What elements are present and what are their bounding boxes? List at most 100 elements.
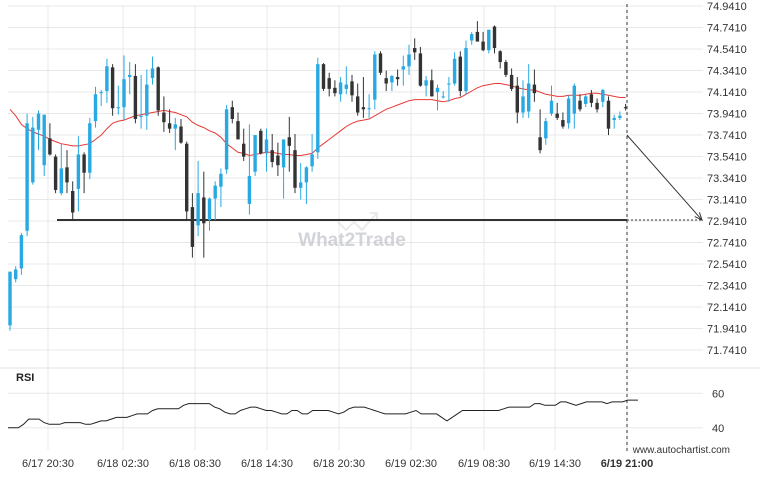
candle	[242, 128, 246, 161]
candle	[71, 181, 75, 221]
candle	[578, 94, 582, 112]
candle-body	[487, 29, 491, 51]
candle	[53, 154, 58, 194]
candle-body	[458, 56, 462, 92]
candle-body	[8, 271, 12, 326]
candle-body	[606, 100, 611, 129]
candle	[373, 51, 377, 110]
candle-body	[65, 167, 69, 183]
candle-body	[418, 53, 423, 86]
candle	[401, 55, 405, 86]
candle	[253, 135, 257, 176]
candle	[65, 150, 69, 194]
candle	[185, 141, 189, 221]
projection-arrow-head	[694, 212, 703, 221]
candle	[207, 197, 212, 231]
candle-body	[53, 156, 58, 190]
candle-body	[36, 113, 41, 130]
price-tick-label: 73.7410	[707, 130, 747, 142]
watermark: What2Trade	[298, 212, 406, 251]
footer-credit: www.autochartist.com	[632, 445, 730, 456]
candle	[378, 51, 383, 75]
candle	[122, 55, 126, 121]
candle	[447, 77, 451, 102]
candle	[532, 69, 537, 102]
candle	[407, 44, 411, 75]
candle	[555, 102, 559, 121]
candle	[19, 232, 24, 275]
candle-body	[435, 87, 440, 93]
candle-body	[572, 85, 576, 114]
candle	[333, 80, 337, 97]
candle	[458, 51, 462, 97]
candle	[612, 114, 616, 129]
candle	[424, 75, 428, 97]
candle	[156, 66, 160, 116]
candle-body	[390, 75, 394, 83]
candle-body	[492, 26, 497, 49]
candle-body	[333, 87, 337, 94]
candle	[105, 58, 109, 103]
candles	[8, 21, 628, 331]
candle-body	[424, 80, 428, 86]
candle	[202, 171, 206, 258]
candle	[561, 112, 565, 129]
candle-body	[310, 154, 314, 167]
candle-body	[395, 77, 400, 80]
candle	[76, 136, 81, 212]
candle	[133, 64, 138, 124]
candle	[492, 25, 497, 54]
price-tick-label: 74.3410	[707, 66, 747, 78]
rsi-label: RSI	[16, 372, 34, 384]
candle	[190, 193, 195, 258]
candle	[327, 72, 331, 97]
candle-body	[595, 102, 599, 110]
candle-body	[116, 107, 120, 109]
candle	[270, 134, 274, 168]
candle-body	[561, 120, 565, 127]
candle	[93, 86, 98, 128]
time-tick-label: 6/19 21:00	[601, 458, 654, 470]
rsi-line	[8, 399, 638, 429]
candle	[413, 38, 417, 60]
candle-body	[139, 115, 143, 117]
price-tick-label: 72.7410	[707, 238, 747, 250]
candle	[390, 74, 394, 92]
candle	[367, 94, 371, 118]
candle-body	[281, 139, 286, 168]
candle-body	[464, 48, 468, 92]
candle	[196, 160, 200, 237]
time-tick-label: 6/18 08:30	[169, 458, 221, 470]
candle-body	[202, 197, 206, 224]
price-tick-label: 73.1410	[707, 195, 747, 207]
candle	[464, 40, 468, 95]
candle-body	[384, 78, 388, 84]
projection	[626, 134, 703, 221]
watermark-icon	[337, 212, 378, 232]
rsi-panel: RSI 60 40	[8, 372, 724, 435]
candle	[515, 77, 519, 124]
candle-body	[361, 107, 366, 110]
candle	[293, 134, 297, 194]
candle	[179, 118, 183, 144]
candle	[527, 64, 531, 118]
price-tick-label: 71.9410	[707, 324, 747, 336]
candle	[259, 128, 263, 155]
candle-body	[128, 74, 132, 78]
candle	[504, 59, 508, 78]
candle	[236, 112, 240, 140]
candle-body	[99, 92, 103, 94]
candle-body	[584, 96, 588, 104]
candle	[264, 128, 269, 172]
candle-body	[230, 107, 234, 119]
candle-body	[71, 191, 75, 213]
candle-body	[19, 235, 24, 269]
time-tick-label: 6/18 02:30	[97, 458, 149, 470]
candle-body	[196, 193, 200, 226]
candle-body	[82, 154, 86, 173]
candle-body	[253, 135, 257, 172]
candle	[487, 29, 491, 54]
rsi-tick-label: 60	[712, 388, 724, 400]
